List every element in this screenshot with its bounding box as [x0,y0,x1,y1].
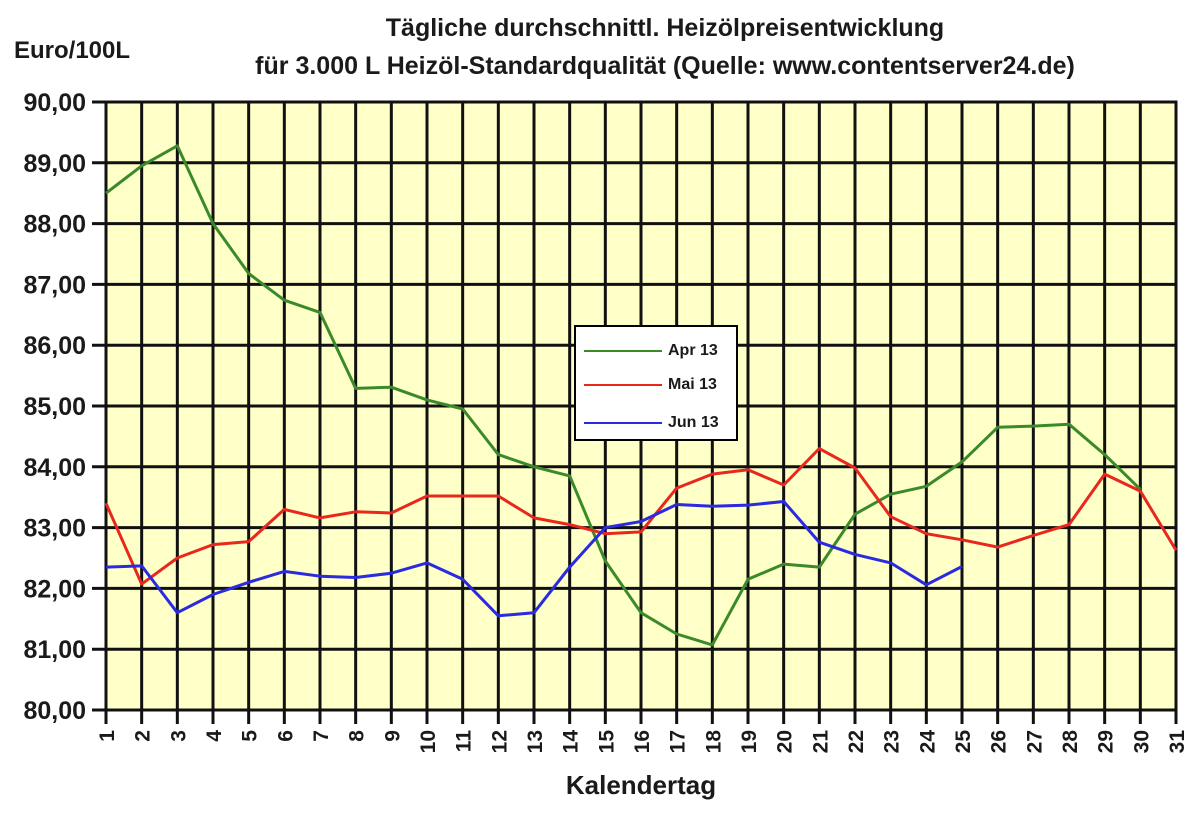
y-tick-label: 87,00 [23,271,86,299]
chart-title: Tägliche durchschnittl. Heizölpreisentwi… [385,14,945,42]
x-tick-label: 27 [1023,730,1046,753]
chart-subtitle: für 3.000 L Heizöl-Standardqualität (Que… [255,52,1075,80]
y-tick-label: 89,00 [23,150,86,178]
x-tick-label: 21 [809,730,832,754]
legend-label-mai: Mai 13 [668,376,717,393]
legend: Apr 13 Mai 13 Jun 13 [574,325,738,441]
x-tick-label: 7 [310,730,333,742]
x-tick-label: 5 [239,730,262,742]
x-tick-label: 12 [488,730,511,753]
x-tick-label: 6 [274,730,297,742]
x-tick-label: 10 [417,730,440,753]
legend-swatch-jun [584,422,662,424]
x-tick-label: 28 [1059,730,1082,754]
legend-swatch-mai [584,384,662,386]
x-tick-label: 25 [952,730,975,754]
x-tick-label: 9 [381,730,404,742]
x-tick-label: 16 [631,730,654,753]
x-tick-label: 19 [738,730,761,753]
x-tick-label: 3 [167,730,190,742]
x-tick-label: 17 [667,730,690,753]
plot-border [104,100,1178,712]
legend-item-jun: Jun 13 [576,413,736,433]
series-line-mai-13 [104,447,1178,586]
x-tick-label: 23 [881,730,904,753]
x-tick-label: 29 [1095,730,1118,753]
series-line-jun-13 [105,500,963,618]
x-tick-label: 13 [524,730,547,753]
legend-label-apr: Apr 13 [668,342,718,359]
y-tick-label: 86,00 [23,332,86,360]
x-tick-label: 8 [346,730,369,742]
y-tick-label: 81,00 [23,636,86,664]
legend-label-jun: Jun 13 [668,414,719,431]
x-tick-label: 24 [916,730,939,754]
y-tick-label: 83,00 [23,515,86,543]
y-tick-label: 88,00 [23,211,86,239]
y-tick-label: 80,00 [23,697,86,725]
legend-swatch-apr [584,350,662,352]
x-tick-label: 20 [774,730,797,753]
x-tick-label: 22 [845,730,868,753]
y-axis-label: Euro/100L [14,37,131,64]
x-tick-label: 30 [1130,730,1153,753]
x-tick-label: 1 [96,730,119,742]
x-tick-label: 15 [595,730,618,754]
x-tick-label: 14 [560,730,583,754]
series-line-apr-13 [105,144,1142,647]
x-tick-label: 26 [988,730,1011,753]
x-tick-label: 4 [203,730,226,742]
x-tick-label: 2 [132,730,155,742]
x-tick-label: 31 [1166,730,1189,754]
legend-item-apr: Apr 13 [576,341,736,361]
y-tick-label: 84,00 [23,454,86,482]
legend-item-mai: Mai 13 [576,375,736,395]
x-tick-label: 11 [453,730,476,753]
x-tick-label: 18 [702,730,725,754]
y-tick-label: 90,00 [23,89,86,117]
y-tick-label: 85,00 [23,393,86,421]
x-axis-label: Kalendertag [565,770,717,800]
y-tick-label: 82,00 [23,575,86,603]
